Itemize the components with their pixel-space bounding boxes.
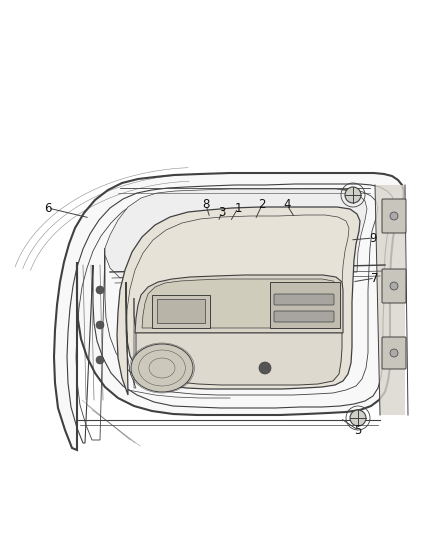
Text: 2: 2	[258, 198, 266, 212]
Text: 8: 8	[202, 198, 210, 212]
Polygon shape	[54, 173, 404, 450]
Polygon shape	[152, 295, 210, 328]
Circle shape	[259, 362, 271, 374]
Text: 6: 6	[44, 201, 52, 214]
Text: 7: 7	[371, 271, 379, 285]
Circle shape	[390, 212, 398, 220]
Polygon shape	[136, 333, 342, 385]
Polygon shape	[105, 189, 367, 278]
Circle shape	[390, 349, 398, 357]
Text: 3: 3	[218, 206, 226, 219]
Polygon shape	[157, 299, 205, 323]
Polygon shape	[142, 279, 339, 328]
Circle shape	[390, 282, 398, 290]
FancyBboxPatch shape	[382, 199, 406, 233]
Text: 5: 5	[354, 424, 362, 437]
Circle shape	[96, 286, 104, 294]
Ellipse shape	[131, 344, 193, 392]
Text: 4: 4	[283, 198, 291, 212]
Text: 9: 9	[369, 231, 377, 245]
FancyBboxPatch shape	[274, 311, 334, 322]
Circle shape	[345, 187, 361, 203]
Circle shape	[96, 321, 104, 329]
Text: 1: 1	[234, 201, 242, 214]
FancyBboxPatch shape	[274, 294, 334, 305]
Polygon shape	[117, 207, 360, 395]
Circle shape	[96, 356, 104, 364]
Polygon shape	[270, 282, 340, 328]
Polygon shape	[135, 275, 343, 333]
FancyBboxPatch shape	[382, 269, 406, 303]
Circle shape	[350, 410, 366, 426]
FancyBboxPatch shape	[382, 337, 406, 369]
